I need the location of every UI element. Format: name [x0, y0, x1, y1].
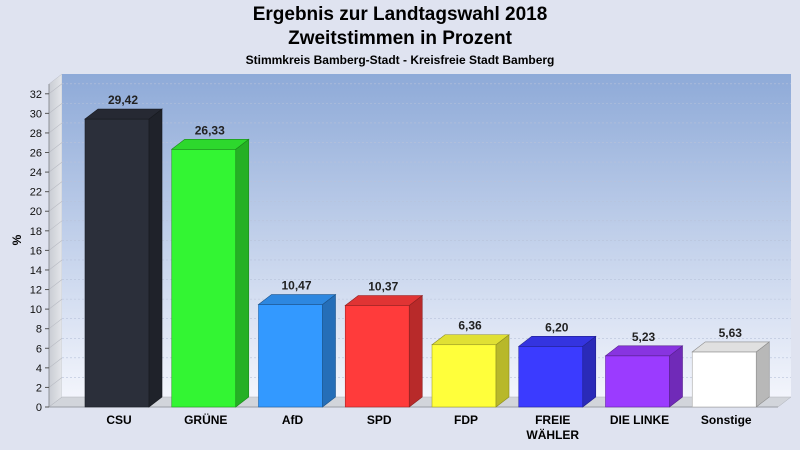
bar-front: [691, 351, 757, 408]
bar-side: [669, 345, 683, 408]
y-tick-label: 6: [36, 343, 42, 355]
y-tick-label: 12: [30, 285, 42, 297]
bar-top: [170, 138, 250, 150]
bar-value-label: 29,42: [108, 93, 138, 107]
gridline-wall: [48, 338, 63, 349]
bar-top: [604, 345, 684, 357]
bar-top: [691, 341, 771, 353]
bar: [170, 138, 250, 408]
x-tick-label: Sonstige: [701, 413, 752, 427]
y-tick-label: 22: [30, 187, 42, 199]
y-tick-label: 0: [36, 402, 42, 414]
y-tick-label: 4: [36, 363, 42, 375]
bar-side: [755, 341, 770, 408]
bar: [431, 334, 510, 408]
bar-value-label: 26,33: [195, 123, 225, 137]
bar: [604, 345, 684, 408]
gridline-wall: [48, 103, 63, 114]
bar-value-label: 5,63: [719, 326, 743, 340]
bar-front: [605, 355, 670, 408]
y-tick-label: 32: [30, 89, 42, 101]
y-tick-label: 20: [30, 206, 42, 218]
bar: [344, 294, 424, 408]
gridline-wall: [48, 318, 63, 329]
bar: [691, 341, 771, 408]
y-tick-label: 14: [30, 265, 42, 277]
bar-value-label: 6,20: [545, 320, 569, 334]
bar: [84, 108, 163, 408]
bar-front: [431, 344, 497, 408]
chart-subsubtitle: Stimmkreis Bamberg-Stadt - Kreisfreie St…: [245, 53, 555, 67]
bar-value-label: 10,47: [281, 279, 311, 293]
gridline-wall: [48, 259, 63, 271]
gridline-wall: [48, 181, 63, 192]
gridline-wall: [48, 220, 63, 232]
gridline-wall: [48, 279, 63, 290]
x-tick-label: SPD: [367, 413, 392, 427]
y-tick-label: 30: [30, 108, 42, 120]
bar-front: [344, 305, 410, 408]
gridline-wall: [48, 240, 63, 251]
bar-value-label: 10,37: [368, 279, 398, 293]
x-tick-label: FREIE: [535, 413, 570, 427]
bar-side: [322, 293, 336, 408]
bar-side: [235, 138, 250, 408]
gridline-wall: [48, 142, 63, 153]
bar-front: [258, 304, 323, 408]
bar-side: [495, 334, 510, 408]
x-tick-label: WÄHLER: [526, 427, 579, 442]
chart-title: Ergebnis zur Landtagswahl 2018: [252, 4, 548, 25]
bar-front: [171, 148, 237, 408]
bar-top: [84, 108, 163, 120]
y-tick-label: 28: [30, 128, 42, 140]
bar-side: [148, 108, 163, 408]
gridline-wall: [48, 298, 63, 310]
gridline-wall: [48, 122, 63, 134]
bar-side: [582, 335, 597, 408]
y-tick-label: 18: [30, 226, 42, 238]
bar-front: [84, 118, 150, 408]
gridline-wall: [48, 357, 63, 369]
bar: [257, 293, 337, 408]
bar-top: [344, 295, 424, 306]
gridline-wall: [48, 377, 63, 388]
plot-side-wall: [48, 73, 63, 408]
bar-side: [408, 294, 423, 408]
bar-value-label: 6,36: [458, 319, 482, 333]
bar-front: [518, 346, 584, 408]
x-tick-label: FDP: [454, 413, 478, 427]
gridline-wall: [48, 161, 63, 173]
bar: [517, 335, 597, 408]
bars: 29,42 26,33 10,47 10,37 6,36 6,20 5,23 5,63: [84, 93, 771, 408]
x-tick-label: GRÜNE: [184, 412, 227, 427]
y-tick-label: 26: [30, 148, 42, 160]
x-tick-label: AfD: [282, 413, 304, 427]
y-tick-label: 16: [30, 245, 42, 257]
gridline-wall: [48, 201, 63, 212]
y-axis-label: %: [10, 234, 24, 245]
chart-subtitle: Zweitstimmen in Prozent: [288, 28, 512, 49]
y-tick-label: 8: [36, 324, 42, 336]
bar-value-label: 5,23: [632, 330, 656, 344]
y-tick-label: 24: [30, 167, 42, 179]
y-tick-label: 2: [36, 382, 42, 394]
x-tick-label: DIE LINKE: [610, 413, 669, 427]
bar-top: [517, 336, 597, 347]
x-tick-label: CSU: [106, 413, 131, 427]
y-tick-label: 10: [30, 304, 42, 316]
bar-top: [257, 294, 337, 305]
gridline-wall: [48, 83, 63, 95]
bar-top: [431, 334, 510, 346]
